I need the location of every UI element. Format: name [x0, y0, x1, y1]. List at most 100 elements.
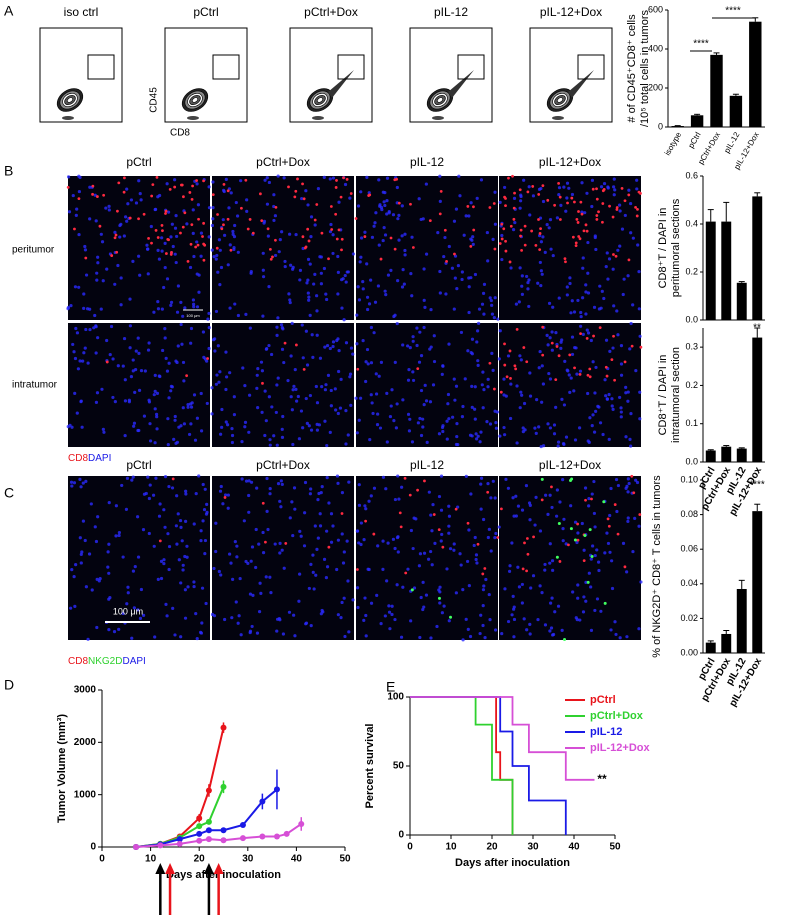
dapi-dot: [601, 432, 605, 437]
dapi-dot: [372, 331, 376, 335]
dapi-dot: [390, 612, 394, 617]
dapi-dot: [637, 270, 641, 274]
cd8-dot: [493, 247, 497, 251]
dapi-dot: [248, 630, 252, 635]
cd8-dot: [592, 334, 595, 338]
dapi-dot: [155, 391, 160, 395]
y-tick-label: 0.2: [685, 266, 698, 276]
flow-title: pCtrl+Dox: [304, 5, 358, 19]
dapi-dot: [418, 635, 422, 640]
dapi-dot: [177, 558, 181, 562]
dapi-dot: [439, 539, 443, 543]
dapi-dot: [275, 629, 279, 633]
dapi-dot: [73, 285, 78, 289]
y-tick-label: 0.0: [685, 456, 698, 466]
dapi-dot: [211, 180, 215, 184]
dapi-dot: [197, 290, 201, 294]
row-label: intratumor: [12, 380, 58, 391]
dapi-dot: [175, 542, 179, 546]
dapi-dot: [247, 393, 252, 397]
cd8-dot: [488, 206, 492, 209]
cd8-dot: [301, 182, 304, 186]
cd8-dot: [540, 498, 544, 502]
dapi-dot: [231, 232, 235, 236]
dapi-dot: [71, 342, 75, 347]
dapi-dot: [243, 425, 247, 429]
dapi-dot: [514, 302, 519, 306]
dapi-dot: [328, 230, 333, 234]
dapi-dot: [502, 393, 506, 397]
dapi-dot: [315, 401, 320, 405]
dapi-dot: [153, 389, 157, 394]
dapi-dot: [336, 292, 340, 296]
point: [176, 840, 183, 847]
cd8-dot: [439, 190, 443, 193]
cd8-dot: [481, 572, 485, 576]
dapi-dot: [429, 636, 433, 640]
dapi-dot: [248, 326, 252, 330]
dapi-dot: [207, 311, 211, 316]
dapi-dot: [94, 539, 99, 544]
dapi-dot: [325, 565, 330, 569]
bar: [721, 633, 732, 653]
dapi-dot: [564, 435, 569, 439]
dapi-dot: [195, 272, 199, 276]
dapi-dot: [587, 440, 591, 444]
dapi-dot: [456, 505, 460, 509]
dapi-dot: [514, 494, 518, 498]
y-tick-label: 2000: [74, 737, 97, 748]
dapi-dot: [407, 368, 411, 372]
dapi-dot: [228, 371, 232, 375]
dapi-dot: [355, 342, 359, 346]
dapi-dot: [382, 200, 386, 204]
dapi-dot: [570, 335, 575, 339]
dapi-dot: [357, 298, 362, 302]
dapi-dot: [322, 557, 327, 561]
dapi-dot: [101, 279, 105, 283]
dapi-dot: [118, 235, 122, 239]
dapi-dot: [573, 346, 577, 350]
dapi-dot: [328, 430, 332, 434]
dapi-dot: [331, 233, 335, 237]
dapi-dot: [550, 559, 555, 563]
dapi-dot: [410, 294, 414, 298]
cd8-dot: [472, 228, 476, 232]
dapi-dot: [388, 414, 393, 419]
dapi-dot: [409, 528, 413, 533]
dapi-dot: [163, 475, 168, 479]
dapi-dot: [149, 224, 153, 229]
cd8-dot: [337, 228, 341, 232]
dapi-dot: [315, 294, 319, 298]
bar: [752, 511, 763, 653]
dapi-dot: [424, 182, 428, 186]
dapi-dot: [400, 485, 404, 489]
cd8-dot: [188, 191, 192, 194]
cd8-dot: [541, 353, 545, 357]
cd8-dot: [294, 343, 298, 347]
cd8-dot: [591, 187, 595, 191]
dapi-dot: [348, 196, 352, 200]
dapi-dot: [435, 624, 439, 629]
dapi-dot: [484, 577, 488, 582]
dapi-dot: [342, 596, 346, 600]
dapi-dot: [357, 483, 361, 487]
cd8-dot: [293, 195, 297, 199]
cd8-dot: [453, 252, 456, 256]
dapi-dot: [107, 501, 111, 505]
dapi-dot: [169, 235, 173, 239]
dapi-dot: [491, 479, 495, 483]
dapi-dot: [584, 580, 588, 584]
cd8-dot: [466, 521, 470, 525]
dapi-dot: [273, 542, 277, 546]
contour: [312, 116, 324, 120]
dapi-dot: [176, 512, 180, 516]
cd8-dot: [511, 174, 514, 178]
cd8-dot: [423, 479, 426, 483]
dapi-dot: [372, 486, 377, 490]
dapi-dot: [470, 352, 474, 356]
dapi-dot: [440, 611, 444, 615]
dapi-dot: [363, 230, 367, 234]
dapi-dot: [201, 330, 206, 334]
dapi-dot: [215, 373, 219, 377]
dapi-dot: [93, 313, 97, 318]
